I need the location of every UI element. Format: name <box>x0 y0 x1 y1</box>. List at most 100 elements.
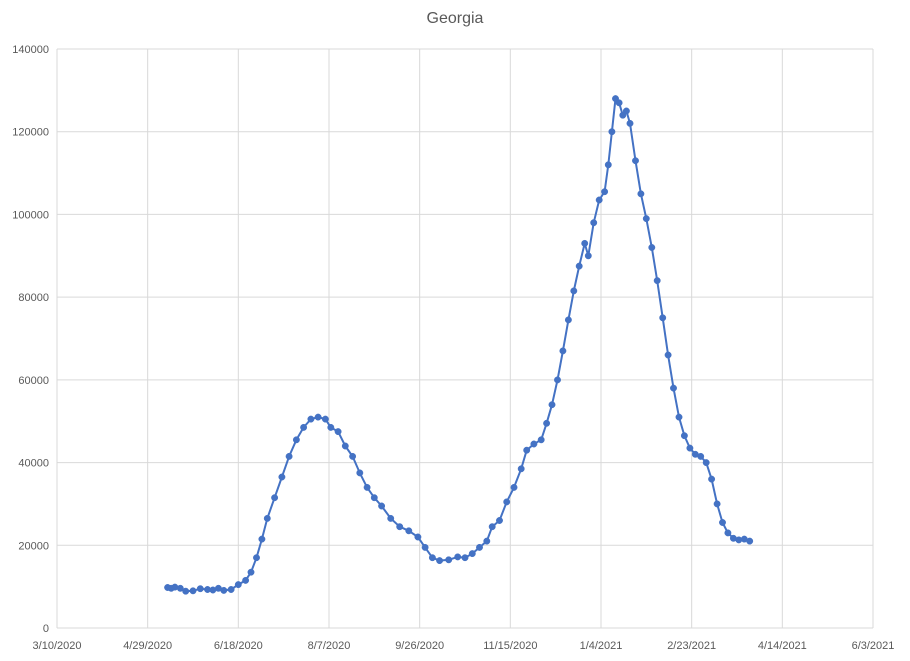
data-point <box>648 244 656 251</box>
data-point <box>503 498 511 506</box>
y-tick-label: 80000 <box>18 292 49 304</box>
data-point <box>601 188 609 196</box>
data-point <box>488 523 496 531</box>
data-point <box>724 529 732 537</box>
y-tick-label: 120000 <box>12 127 49 139</box>
data-point <box>523 446 531 454</box>
data-point <box>559 347 567 355</box>
data-point <box>421 543 429 551</box>
data-point <box>680 432 688 440</box>
data-point <box>436 557 444 565</box>
data-point <box>176 584 184 592</box>
data-point <box>278 473 286 481</box>
data-point <box>189 587 197 595</box>
data-point <box>253 554 260 562</box>
data-point <box>258 535 266 543</box>
data-point <box>327 423 335 431</box>
x-tick-label: 4/29/2020 <box>123 640 172 652</box>
data-point <box>543 419 551 427</box>
data-point <box>570 287 578 295</box>
x-tick-label: 8/7/2020 <box>308 640 351 652</box>
data-point <box>642 215 650 223</box>
data-point <box>468 550 476 558</box>
data-point <box>387 514 395 522</box>
data-point <box>530 440 538 448</box>
data-point <box>220 586 228 594</box>
y-tick-label: 40000 <box>18 458 49 470</box>
data-point <box>356 469 364 477</box>
data-point <box>363 483 371 491</box>
data-point <box>564 316 572 324</box>
data-point <box>746 537 754 545</box>
data-point <box>247 568 255 576</box>
y-tick-label: 60000 <box>18 375 49 387</box>
data-point <box>548 401 556 409</box>
axis-labels: 0 20000 40000 60000 80000 100000 120000 140000 3… <box>12 44 894 652</box>
data-point <box>615 99 623 107</box>
data-point <box>590 219 598 227</box>
data-point <box>686 444 694 452</box>
x-tick-label: 6/18/2020 <box>214 640 263 652</box>
x-tick-label: 9/26/2020 <box>395 640 444 652</box>
data-point <box>242 576 250 584</box>
data-point <box>321 415 329 423</box>
y-tick-label: 140000 <box>12 44 49 56</box>
x-tick-label: 2/23/2021 <box>667 640 716 652</box>
data-point <box>517 465 525 473</box>
data-point <box>622 107 630 115</box>
data-point <box>196 585 204 593</box>
data-point <box>595 196 603 204</box>
data-point <box>653 277 661 285</box>
data-point <box>263 514 271 522</box>
data-point <box>334 428 342 436</box>
data-point <box>626 119 634 127</box>
data-point <box>632 157 639 165</box>
data-point <box>496 517 503 524</box>
data-point <box>396 523 404 531</box>
data-point <box>405 527 413 535</box>
data-point <box>719 519 726 526</box>
data-point <box>708 475 716 483</box>
data-point <box>271 494 279 502</box>
data-point <box>670 384 677 392</box>
data-point <box>584 252 592 260</box>
data-point <box>554 376 561 384</box>
data-point <box>292 436 300 444</box>
data-point <box>300 423 308 431</box>
data-point <box>697 452 705 460</box>
series-line <box>167 97 751 593</box>
data-point <box>314 413 322 421</box>
data-point <box>510 483 518 491</box>
data-point <box>428 554 436 562</box>
data-point <box>483 537 491 545</box>
data-point <box>702 459 710 467</box>
data-point <box>664 351 672 359</box>
y-tick-label: 20000 <box>18 540 49 552</box>
x-tick-label: 4/14/2021 <box>758 640 807 652</box>
data-point <box>476 543 483 551</box>
data-point <box>713 500 721 508</box>
data-point <box>234 581 242 589</box>
data-point <box>604 161 612 169</box>
x-tick-label: 3/10/2020 <box>33 640 82 652</box>
data-point <box>349 452 357 460</box>
data-point <box>414 533 422 541</box>
data-point <box>461 554 469 562</box>
data-point <box>537 436 545 444</box>
data-point <box>285 452 293 460</box>
data-point <box>378 502 386 510</box>
data-point <box>637 190 645 198</box>
data-point <box>675 413 683 421</box>
data-point <box>227 586 235 593</box>
data-point <box>182 587 190 595</box>
x-tick-label: 6/3/2021 <box>852 640 895 652</box>
x-tick-label: 1/4/2021 <box>580 640 623 652</box>
data-point <box>581 239 589 247</box>
data-point <box>659 314 667 322</box>
data-point <box>445 556 453 564</box>
data-point <box>575 262 583 270</box>
data-point <box>307 415 315 423</box>
data-point <box>454 553 462 561</box>
